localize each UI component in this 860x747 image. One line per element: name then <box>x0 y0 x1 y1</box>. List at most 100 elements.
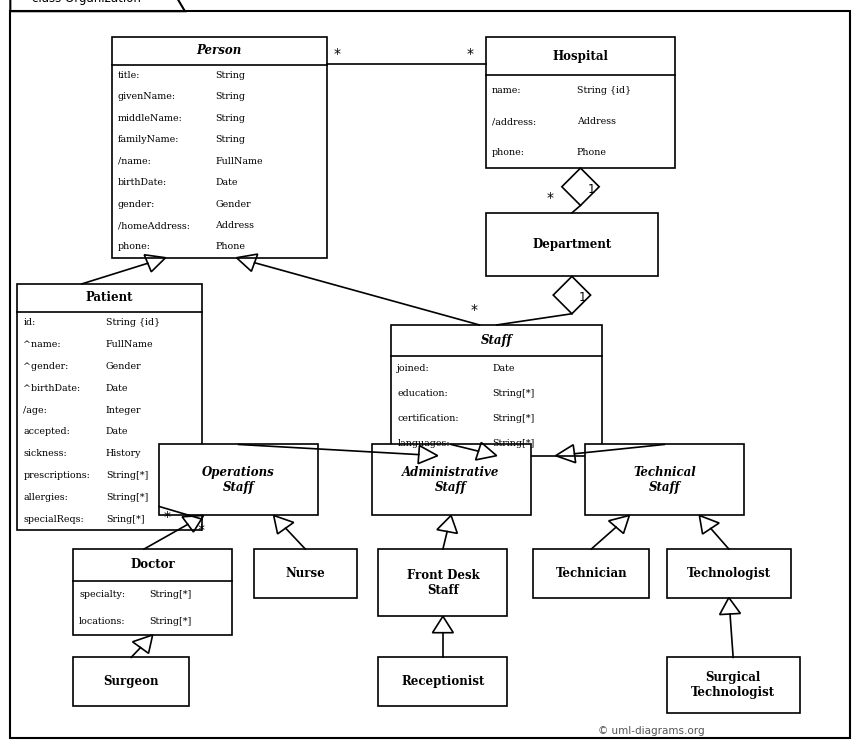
Text: ^birthDate:: ^birthDate: <box>23 384 81 393</box>
Text: Sring[*]: Sring[*] <box>106 515 144 524</box>
Text: Integer: Integer <box>106 406 141 415</box>
Text: Person: Person <box>197 45 242 58</box>
Text: Department: Department <box>532 238 611 251</box>
Bar <box>73 549 232 635</box>
Bar <box>585 444 744 515</box>
Bar <box>254 549 357 598</box>
Text: class Organization: class Organization <box>33 0 141 4</box>
Bar <box>666 549 791 598</box>
Text: certification:: certification: <box>397 414 459 423</box>
Text: String {id}: String {id} <box>106 318 160 327</box>
Text: joined:: joined: <box>397 364 430 373</box>
Bar <box>666 657 800 713</box>
Text: Surgical
Technologist: Surgical Technologist <box>691 672 775 699</box>
Text: accepted:: accepted: <box>23 427 71 436</box>
Bar <box>486 213 658 276</box>
Bar <box>17 284 202 530</box>
Text: allergies:: allergies: <box>23 493 68 502</box>
Text: title:: title: <box>118 71 140 80</box>
Text: Hospital: Hospital <box>553 50 608 63</box>
Text: Phone: Phone <box>577 148 606 157</box>
Text: id:: id: <box>23 318 35 327</box>
Text: History: History <box>106 450 141 459</box>
Text: *: * <box>546 190 553 205</box>
Text: /address:: /address: <box>492 117 536 126</box>
Text: © uml-diagrams.org: © uml-diagrams.org <box>598 725 704 736</box>
Text: phone:: phone: <box>492 148 525 157</box>
Text: Address: Address <box>577 117 616 126</box>
Text: ^name:: ^name: <box>23 340 61 349</box>
Text: Technician: Technician <box>556 567 627 580</box>
Text: String: String <box>215 71 245 80</box>
Text: locations:: locations: <box>79 617 126 626</box>
Text: ^gender:: ^gender: <box>23 362 69 371</box>
Text: *: * <box>334 47 341 61</box>
Text: String[*]: String[*] <box>150 590 192 599</box>
Text: specialty:: specialty: <box>79 590 126 599</box>
Bar <box>73 657 189 706</box>
Text: *: * <box>467 47 474 61</box>
Text: Date: Date <box>493 364 515 373</box>
Text: Staff: Staff <box>481 334 513 347</box>
Polygon shape <box>562 168 599 205</box>
Text: education:: education: <box>397 388 448 398</box>
Bar <box>112 37 327 258</box>
Text: Gender: Gender <box>215 199 250 208</box>
Text: Technologist: Technologist <box>687 567 771 580</box>
Text: Operations
Staff: Operations Staff <box>202 466 275 494</box>
Text: String[*]: String[*] <box>493 388 535 398</box>
Bar <box>378 549 507 616</box>
Text: 1: 1 <box>579 291 587 304</box>
Text: Address: Address <box>215 221 254 230</box>
Text: *: * <box>198 523 205 537</box>
Text: languages:: languages: <box>397 438 450 447</box>
Text: Administrative
Staff: Administrative Staff <box>402 466 500 494</box>
Text: Technical
Staff: Technical Staff <box>633 466 696 494</box>
Text: Front Desk
Staff: Front Desk Staff <box>407 568 479 597</box>
Text: Gender: Gender <box>106 362 142 371</box>
Text: phone:: phone: <box>118 243 150 252</box>
Text: String[*]: String[*] <box>106 471 148 480</box>
Text: String: String <box>215 114 245 123</box>
Text: name:: name: <box>492 86 521 95</box>
Text: String[*]: String[*] <box>106 493 148 502</box>
Bar <box>159 444 318 515</box>
Text: specialReqs:: specialReqs: <box>23 515 84 524</box>
Text: gender:: gender: <box>118 199 155 208</box>
Text: Doctor: Doctor <box>130 559 175 571</box>
Text: Date: Date <box>106 384 128 393</box>
Text: /age:: /age: <box>23 406 47 415</box>
Text: Date: Date <box>215 178 237 187</box>
Text: String: String <box>215 135 245 144</box>
Text: sickness:: sickness: <box>23 450 67 459</box>
Text: FullName: FullName <box>215 157 262 166</box>
Bar <box>372 444 531 515</box>
Text: String {id}: String {id} <box>577 86 631 95</box>
Text: prescriptions:: prescriptions: <box>23 471 90 480</box>
Text: Surgeon: Surgeon <box>103 675 159 688</box>
Text: /name:: /name: <box>118 157 150 166</box>
Bar <box>486 37 675 168</box>
Text: Receptionist: Receptionist <box>402 675 484 688</box>
Polygon shape <box>553 276 591 314</box>
Text: 1: 1 <box>587 183 595 196</box>
Text: middleName:: middleName: <box>118 114 182 123</box>
Text: String: String <box>215 93 245 102</box>
Text: /homeAddress:: /homeAddress: <box>118 221 190 230</box>
Text: *: * <box>163 510 170 524</box>
Text: givenName:: givenName: <box>118 93 176 102</box>
Bar <box>391 325 602 456</box>
Text: FullName: FullName <box>106 340 154 349</box>
Text: String[*]: String[*] <box>493 438 535 447</box>
Bar <box>378 657 507 706</box>
Text: Date: Date <box>106 427 128 436</box>
Text: Nurse: Nurse <box>286 567 325 580</box>
Text: Phone: Phone <box>215 243 245 252</box>
Text: familyName:: familyName: <box>118 135 180 144</box>
Text: String[*]: String[*] <box>493 414 535 423</box>
Text: String[*]: String[*] <box>150 617 192 626</box>
Text: Patient: Patient <box>86 291 133 304</box>
Bar <box>533 549 649 598</box>
Text: *: * <box>471 303 478 317</box>
Text: birthDate:: birthDate: <box>118 178 167 187</box>
